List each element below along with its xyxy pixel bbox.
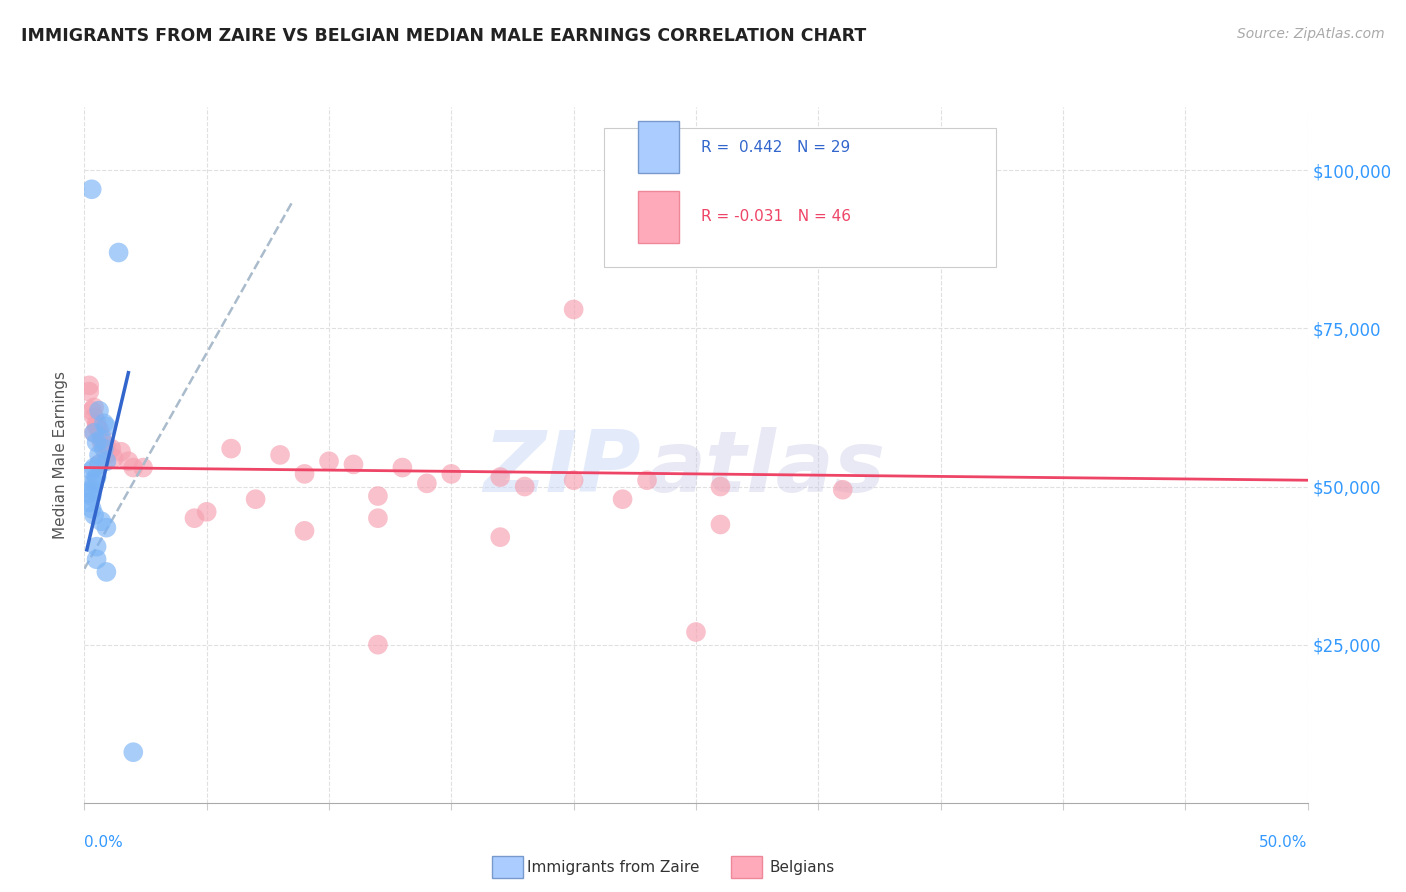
- Point: [96, 438, 118, 452]
- Point: [219, 442, 242, 456]
- Point: [132, 460, 155, 475]
- Point: [269, 448, 291, 462]
- Point: [87, 423, 110, 437]
- Point: [416, 476, 439, 491]
- Point: [562, 302, 585, 317]
- Text: R =  0.442   N = 29: R = 0.442 N = 29: [700, 139, 851, 154]
- Point: [96, 565, 118, 579]
- Point: [367, 511, 389, 525]
- Text: atlas: atlas: [647, 427, 886, 510]
- Text: 50.0%: 50.0%: [1260, 836, 1308, 850]
- Point: [87, 458, 110, 472]
- Point: [90, 429, 112, 443]
- Point: [96, 448, 118, 462]
- Text: R = -0.031   N = 46: R = -0.031 N = 46: [700, 209, 851, 224]
- Point: [122, 745, 145, 759]
- Point: [80, 464, 103, 478]
- FancyBboxPatch shape: [605, 128, 995, 267]
- Text: Belgians: Belgians: [769, 860, 834, 874]
- Point: [96, 454, 118, 468]
- Point: [183, 511, 205, 525]
- Point: [90, 432, 112, 446]
- Point: [83, 508, 105, 522]
- Point: [318, 454, 340, 468]
- Point: [86, 470, 108, 484]
- Point: [86, 552, 108, 566]
- Point: [80, 182, 103, 196]
- Point: [80, 501, 103, 516]
- Point: [93, 442, 115, 456]
- Point: [367, 638, 389, 652]
- Point: [391, 460, 413, 475]
- Point: [87, 403, 110, 417]
- Point: [83, 473, 105, 487]
- Point: [83, 425, 105, 440]
- Point: [77, 486, 100, 500]
- FancyBboxPatch shape: [638, 191, 679, 243]
- Point: [96, 521, 118, 535]
- Point: [83, 476, 105, 491]
- Point: [83, 401, 105, 415]
- Text: 0.0%: 0.0%: [84, 836, 124, 850]
- Point: [77, 384, 100, 399]
- Point: [685, 625, 707, 640]
- Point: [562, 473, 585, 487]
- Point: [117, 454, 139, 468]
- Point: [83, 425, 105, 440]
- Point: [83, 460, 105, 475]
- Point: [709, 479, 731, 493]
- Point: [87, 458, 110, 472]
- Point: [107, 245, 129, 260]
- Point: [77, 378, 100, 392]
- Point: [87, 448, 110, 462]
- Point: [83, 409, 105, 424]
- Point: [342, 458, 364, 472]
- Point: [245, 492, 267, 507]
- Point: [90, 435, 112, 450]
- Point: [93, 417, 115, 431]
- Point: [612, 492, 634, 507]
- Point: [110, 444, 132, 458]
- Point: [122, 460, 145, 475]
- Point: [80, 489, 103, 503]
- Point: [513, 479, 536, 493]
- Point: [709, 517, 731, 532]
- Point: [367, 489, 389, 503]
- Point: [636, 473, 658, 487]
- Text: Source: ZipAtlas.com: Source: ZipAtlas.com: [1237, 27, 1385, 41]
- Text: IMMIGRANTS FROM ZAIRE VS BELGIAN MEDIAN MALE EARNINGS CORRELATION CHART: IMMIGRANTS FROM ZAIRE VS BELGIAN MEDIAN …: [21, 27, 866, 45]
- Point: [103, 451, 125, 466]
- Point: [80, 403, 103, 417]
- Point: [294, 467, 316, 481]
- Point: [440, 467, 463, 481]
- Y-axis label: Median Male Earnings: Median Male Earnings: [53, 371, 69, 539]
- Text: ZIP: ZIP: [484, 427, 641, 510]
- Point: [831, 483, 853, 497]
- Point: [86, 540, 108, 554]
- FancyBboxPatch shape: [638, 121, 679, 173]
- Text: Immigrants from Zaire: Immigrants from Zaire: [527, 860, 700, 874]
- Point: [489, 470, 512, 484]
- Point: [96, 419, 118, 434]
- Point: [489, 530, 512, 544]
- Point: [90, 514, 112, 528]
- Point: [86, 435, 108, 450]
- Point: [86, 417, 108, 431]
- Point: [195, 505, 218, 519]
- Point: [80, 483, 103, 497]
- Point: [294, 524, 316, 538]
- Point: [86, 419, 108, 434]
- Point: [77, 495, 100, 509]
- Point: [100, 442, 122, 456]
